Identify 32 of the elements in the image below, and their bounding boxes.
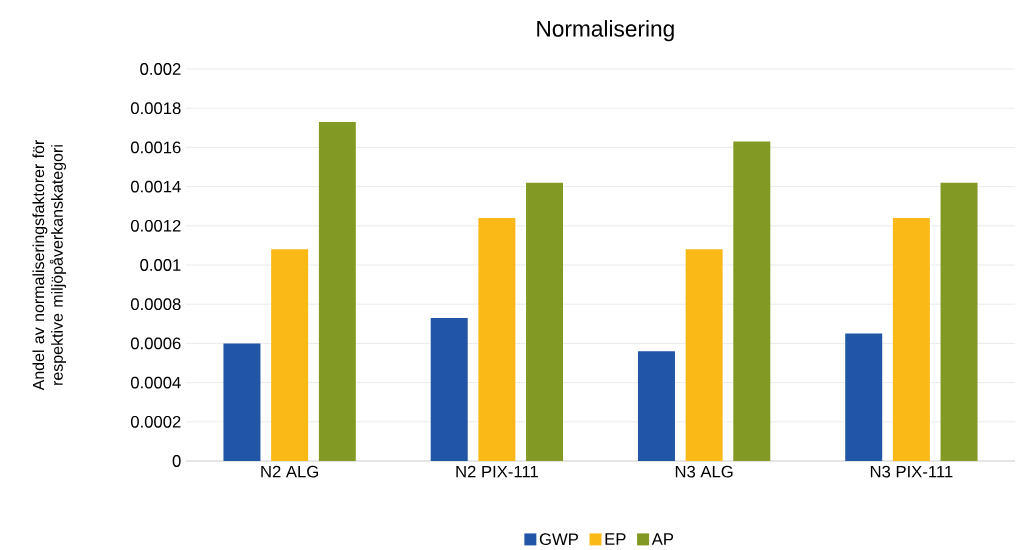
- bar: [733, 141, 771, 462]
- y-tick-label: 0.0016: [130, 141, 181, 154]
- y-tick-label: 0: [172, 455, 181, 467]
- y-tick-label: 0.0018: [130, 102, 181, 115]
- bar: [478, 217, 516, 462]
- bar: [637, 351, 675, 462]
- y-tick-label: 0.0004: [130, 376, 181, 389]
- y-tick-label: 0.002: [140, 63, 181, 75]
- bar: [892, 217, 930, 462]
- bar: [940, 182, 978, 462]
- legend-label: AP: [651, 533, 674, 545]
- y-tick-label: 0.0008: [130, 298, 181, 311]
- y-axis-title: Andel av normaliseringsfaktorer för respektive miljöpåverkanskategori: [32, 139, 67, 391]
- bar: [271, 249, 309, 462]
- bar: [430, 317, 468, 462]
- x-tick-label: N2 PIX-111: [456, 465, 538, 478]
- bar: [526, 182, 564, 462]
- bar: [685, 249, 723, 462]
- x-tick-label: N2 ALG: [261, 465, 318, 478]
- bar: [223, 343, 261, 462]
- y-tick-label: 0.0006: [130, 337, 181, 350]
- legend-label: EP: [605, 533, 626, 545]
- chart-title: Normalisering: [537, 20, 674, 42]
- y-tick-label: 0.001: [140, 259, 181, 271]
- y-tick-label: 0.0014: [130, 180, 181, 193]
- x-tick-label: N3 PIX-111: [870, 465, 953, 478]
- bar: [845, 333, 883, 462]
- legend-label: GWP: [539, 533, 578, 546]
- x-tick-label: N3 ALG: [675, 465, 733, 478]
- y-tick-label: 0.0012: [130, 219, 181, 232]
- bar: [318, 121, 356, 462]
- y-tick-label: 0.0002: [130, 415, 181, 428]
